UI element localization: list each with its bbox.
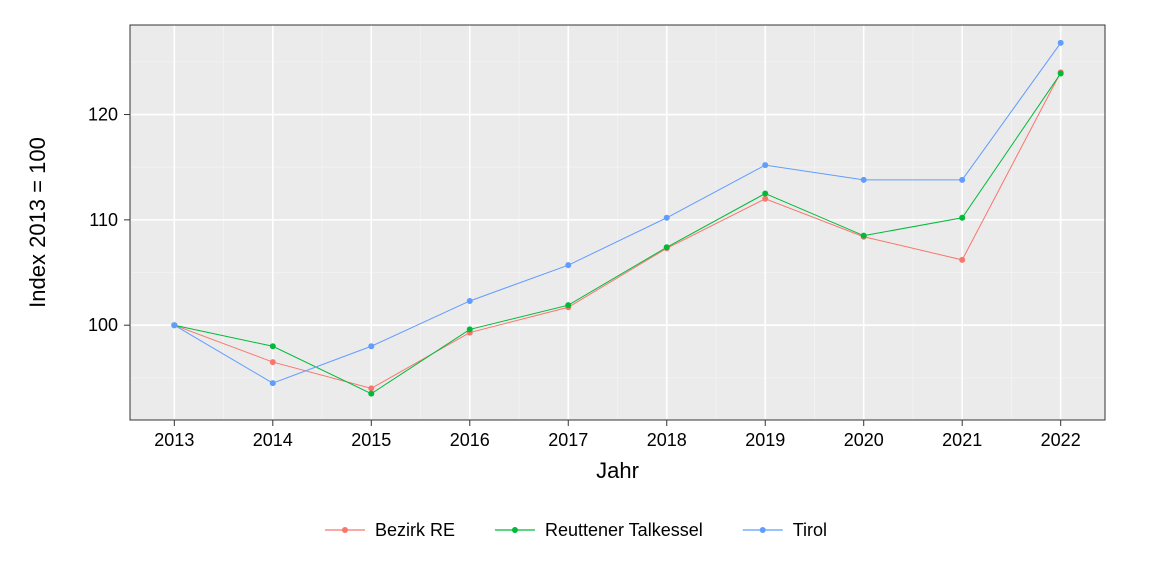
series-point <box>959 177 965 183</box>
series-point <box>959 257 965 263</box>
x-axis-label: Jahr <box>596 458 639 483</box>
legend-marker <box>760 527 766 533</box>
x-tick-label: 2014 <box>253 430 293 450</box>
line-chart: 2013 2014 2015 2016 2017 2018 2019 2020 2021 2022… <box>0 0 1152 576</box>
legend-label: Reuttener Talkessel <box>545 520 703 540</box>
y-tick-label: 100 <box>88 315 118 335</box>
series-point <box>664 244 670 250</box>
x-tick-label: 2013 <box>154 430 194 450</box>
series-point <box>368 385 374 391</box>
series-point <box>1058 40 1064 46</box>
series-point <box>368 343 374 349</box>
x-tick-label: 2016 <box>450 430 490 450</box>
series-point <box>270 359 276 365</box>
series-point <box>565 262 571 268</box>
x-tick-label: 2017 <box>548 430 588 450</box>
legend-label: Bezirk RE <box>375 520 455 540</box>
legend-marker <box>512 527 518 533</box>
series-point <box>762 162 768 168</box>
series-point <box>467 298 473 304</box>
y-axis-label: Index 2013 = 100 <box>25 137 50 308</box>
series-point <box>270 380 276 386</box>
series-point <box>270 343 276 349</box>
series-point <box>565 302 571 308</box>
y-tick-label: 120 <box>88 105 118 125</box>
x-tick-label: 2019 <box>745 430 785 450</box>
series-point <box>762 191 768 197</box>
series-point <box>861 233 867 239</box>
x-tick-label: 2018 <box>647 430 687 450</box>
y-tick-label: 110 <box>89 210 118 230</box>
series-point <box>664 215 670 221</box>
series-point <box>171 322 177 328</box>
legend-marker <box>342 527 348 533</box>
x-tick-label: 2015 <box>351 430 391 450</box>
legend-label: Tirol <box>793 520 827 540</box>
x-tick-label: 2022 <box>1041 430 1081 450</box>
series-point <box>861 177 867 183</box>
series-point <box>762 196 768 202</box>
series-point <box>368 391 374 397</box>
series-point <box>1058 70 1064 76</box>
x-tick-label: 2021 <box>942 430 982 450</box>
series-point <box>467 326 473 332</box>
x-tick-label: 2020 <box>844 430 884 450</box>
series-point <box>959 215 965 221</box>
